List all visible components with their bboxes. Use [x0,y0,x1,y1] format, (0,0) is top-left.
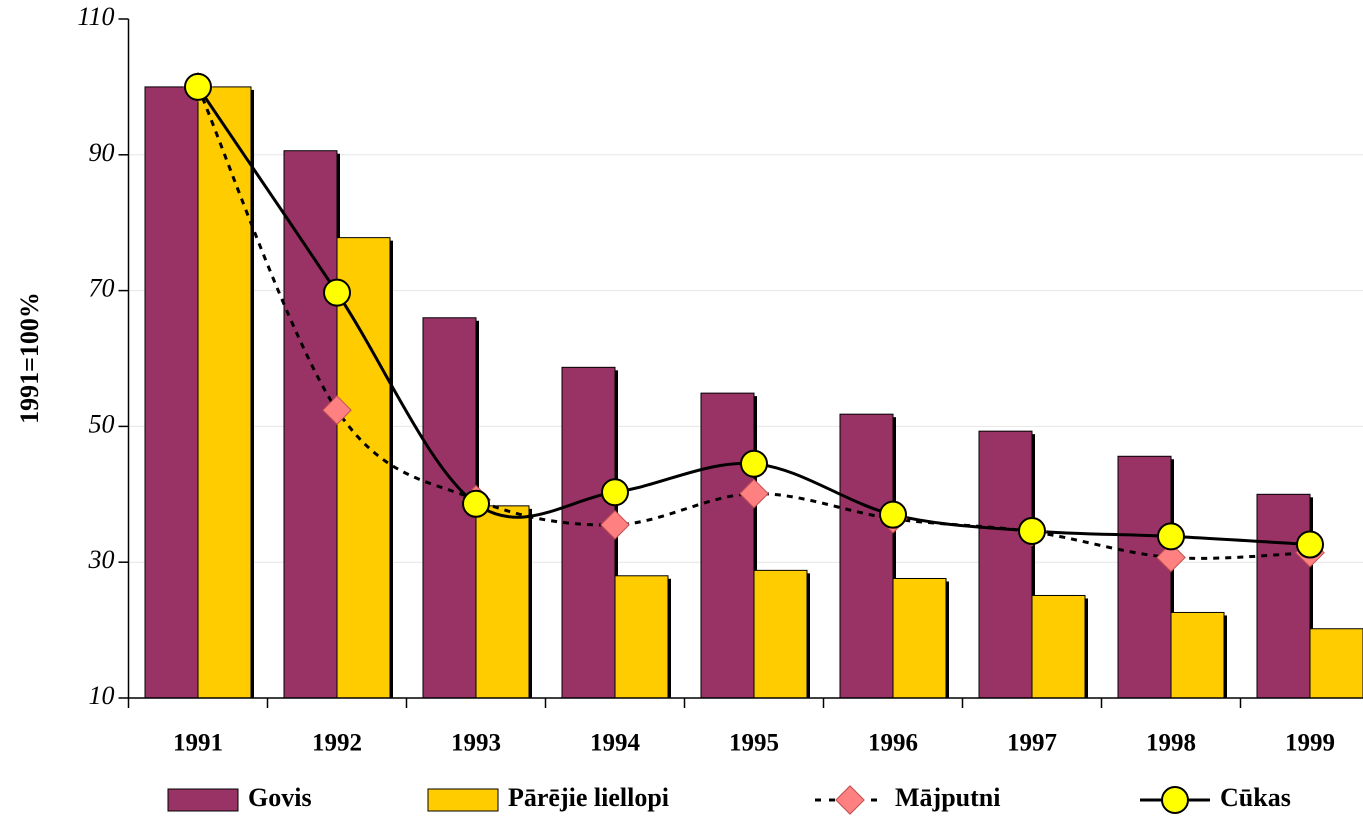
marker [462,489,490,518]
bar [978,430,1033,699]
bar [892,577,947,699]
x-tick-label: 1991 [173,730,223,757]
bar [561,366,616,699]
x-tick-label: 1992 [312,730,362,757]
bar [1170,611,1225,699]
x-tick-label: 1999 [1285,730,1335,757]
marker [322,395,352,425]
marker [1157,522,1185,551]
marker [323,278,351,307]
legend-marker [835,785,865,815]
y-tick-label: 50 [89,409,115,438]
marker [184,72,212,101]
y-tick-label: 110 [77,2,114,31]
legend-label: Govis [248,783,312,812]
bar [475,505,530,699]
legend-swatch [427,788,499,812]
bar [839,413,894,699]
legend-label: Pārējie liellopi [508,783,669,812]
x-tick-label: 1994 [590,730,641,757]
y-tick-label: 30 [88,545,115,574]
x-tick-label: 1997 [1007,730,1057,757]
x-tick-label: 1995 [729,730,779,757]
bar [1256,493,1311,699]
marker [740,449,768,478]
x-tick-label: 1998 [1146,730,1196,757]
y-tick-label: 10 [89,681,115,710]
legend-label: Cūkas [1220,783,1291,812]
bar [144,86,199,699]
marker [1018,516,1046,545]
marker [739,478,769,509]
legend-swatch [167,788,239,812]
legend-label: Mājputni [895,783,1000,812]
y-axis-label: 1991=100% [15,292,44,424]
bar [197,86,252,699]
bar [753,569,808,699]
legend-marker [1161,786,1189,814]
marker [879,500,907,529]
bar [1309,628,1363,699]
marker [601,478,629,507]
bar [1117,455,1172,699]
x-tick-label: 1996 [868,730,918,757]
x-tick-label: 1993 [451,730,501,757]
line [196,86,1311,547]
bar [614,575,669,699]
bar [283,150,338,699]
marker [600,510,630,540]
bar [700,392,755,699]
bar [1031,594,1086,699]
y-tick-label: 90 [89,138,115,167]
marker [1296,530,1324,559]
bar [336,237,391,699]
marker [1156,542,1186,573]
y-tick-label: 70 [89,274,115,303]
